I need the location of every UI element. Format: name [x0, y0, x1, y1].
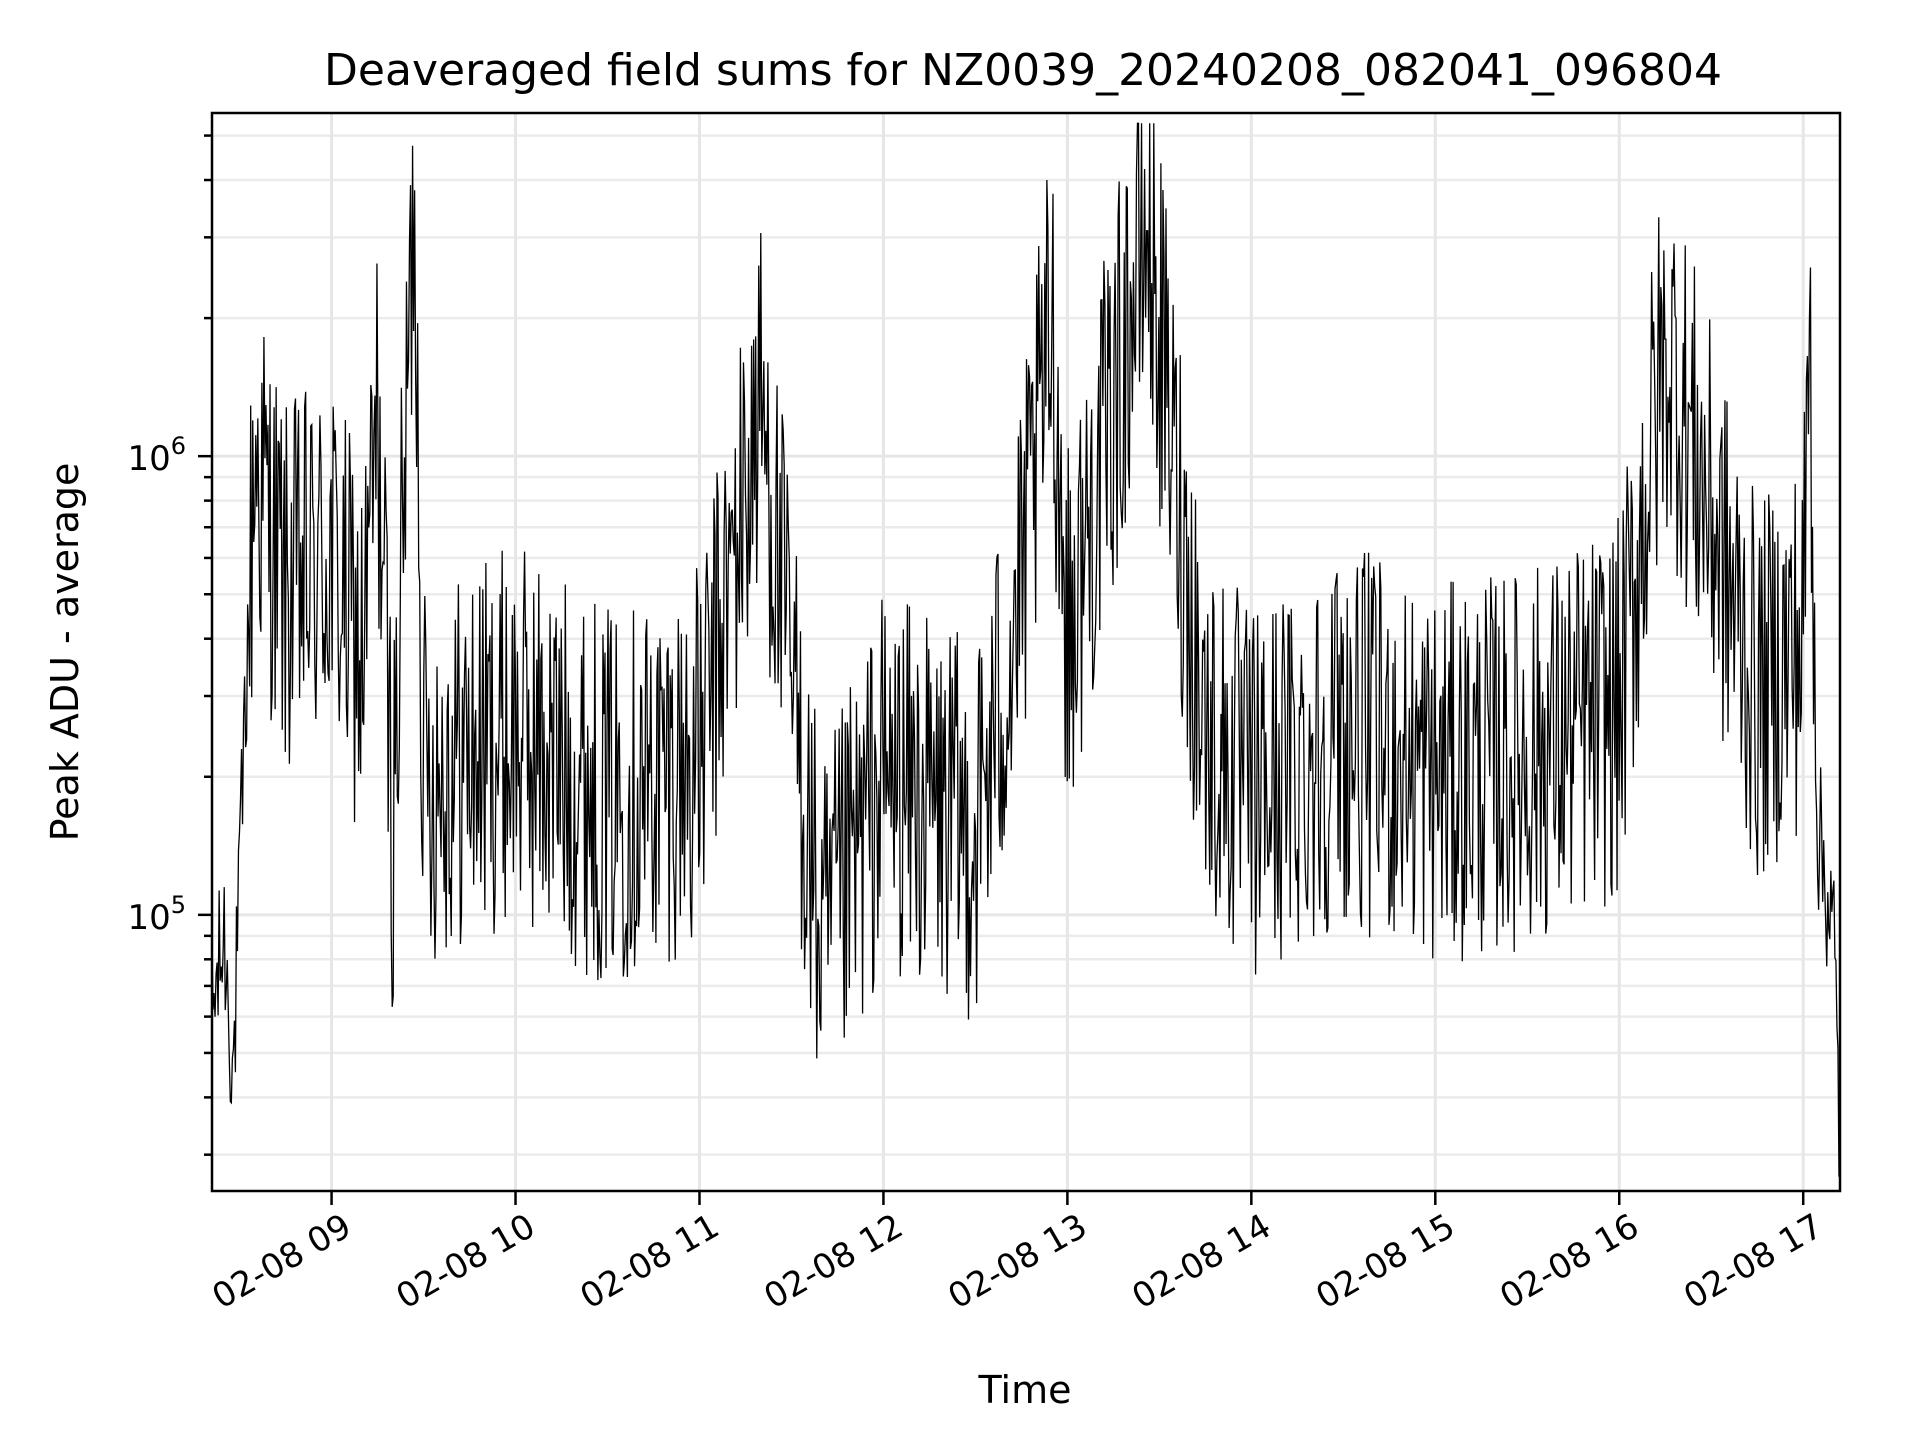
- series-layer: [211, 122, 1841, 1177]
- plot-frame: [210, 111, 1842, 1193]
- x-axis-label: Time: [978, 1368, 1072, 1412]
- series-line: [211, 122, 1841, 1177]
- y-tick-label: 105: [127, 891, 186, 938]
- y-axis-ticks: 105 106: [127, 134, 212, 1156]
- y-axis-label: Peak ADU - average: [43, 463, 87, 842]
- y-tick-label: 106: [127, 432, 186, 479]
- chart-title: Deaveraged field sums for NZ0039_2024020…: [324, 45, 1722, 96]
